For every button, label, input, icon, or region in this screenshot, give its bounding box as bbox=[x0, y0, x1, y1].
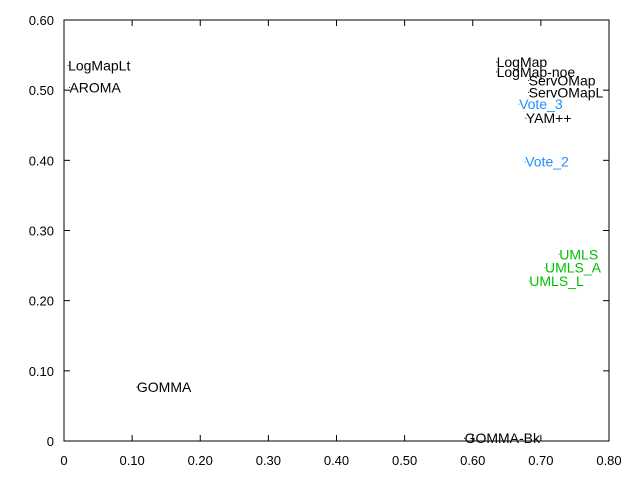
x-tick-label: 0.40 bbox=[324, 453, 349, 468]
x-tick-label: 0.20 bbox=[188, 453, 213, 468]
point-label: GOMMA bbox=[137, 379, 192, 395]
x-tick-label: 0.60 bbox=[460, 453, 485, 468]
point-label: UMLS_L bbox=[529, 273, 584, 289]
data-point bbox=[496, 61, 498, 63]
point-label: LogMap bbox=[497, 54, 548, 70]
point-label: LogMap-noe bbox=[497, 64, 576, 80]
data-point bbox=[528, 91, 530, 93]
plot-frame bbox=[63, 19, 610, 442]
point-label: AROMA bbox=[69, 79, 121, 95]
data-point bbox=[528, 280, 530, 282]
point-labels: LogMapLt AROMA LogMapLogMap-noeServOMapSer… bbox=[68, 54, 603, 446]
point-label: LogMapLt bbox=[68, 58, 130, 74]
data-point bbox=[525, 117, 527, 119]
data-point bbox=[528, 79, 530, 81]
point-label: GOMMA-Bk bbox=[465, 430, 541, 446]
point-label: ServOMapL bbox=[529, 84, 604, 100]
point-label: YAM++ bbox=[526, 110, 572, 126]
point-label: Vote_2 bbox=[525, 154, 569, 170]
y-tick-label: 0.30 bbox=[29, 224, 54, 239]
y-tick-label: 0.10 bbox=[29, 364, 54, 379]
data-points bbox=[67, 61, 560, 439]
data-point bbox=[496, 71, 498, 73]
data-point bbox=[464, 437, 466, 439]
data-point bbox=[558, 253, 560, 255]
x-tick-label: 0.30 bbox=[256, 453, 281, 468]
x-tick-label: 0.70 bbox=[528, 453, 553, 468]
y-tick-label: 0.40 bbox=[29, 153, 54, 168]
x-tick-label: 0 bbox=[60, 453, 67, 468]
y-tick-label: 0.20 bbox=[29, 294, 54, 309]
y-tick-label: 0 bbox=[47, 434, 54, 449]
x-tick-label: 0.50 bbox=[392, 453, 417, 468]
point-label: UMLS_A bbox=[545, 260, 602, 276]
data-point bbox=[68, 86, 70, 88]
point-label: ServOMap bbox=[529, 72, 596, 88]
y-axis-ticks: 0 0.10 0.20 0.30 0.40 0.50 0.60 bbox=[29, 13, 609, 449]
data-point bbox=[136, 386, 138, 388]
y-tick-label: 0.50 bbox=[29, 83, 54, 98]
x-tick-label: 0.10 bbox=[119, 453, 144, 468]
point-label: Vote_3 bbox=[519, 96, 563, 112]
data-point bbox=[518, 103, 520, 105]
point-label: UMLS bbox=[559, 246, 598, 262]
data-point bbox=[524, 161, 526, 163]
x-axis-ticks: 0 0.10 0.20 0.30 0.40 0.50 0.60 0.70 0.80 bbox=[60, 20, 622, 468]
y-tick-label: 0.60 bbox=[29, 13, 54, 28]
data-point bbox=[544, 267, 546, 269]
x-tick-label: 0.80 bbox=[596, 453, 621, 468]
data-point bbox=[67, 65, 69, 67]
